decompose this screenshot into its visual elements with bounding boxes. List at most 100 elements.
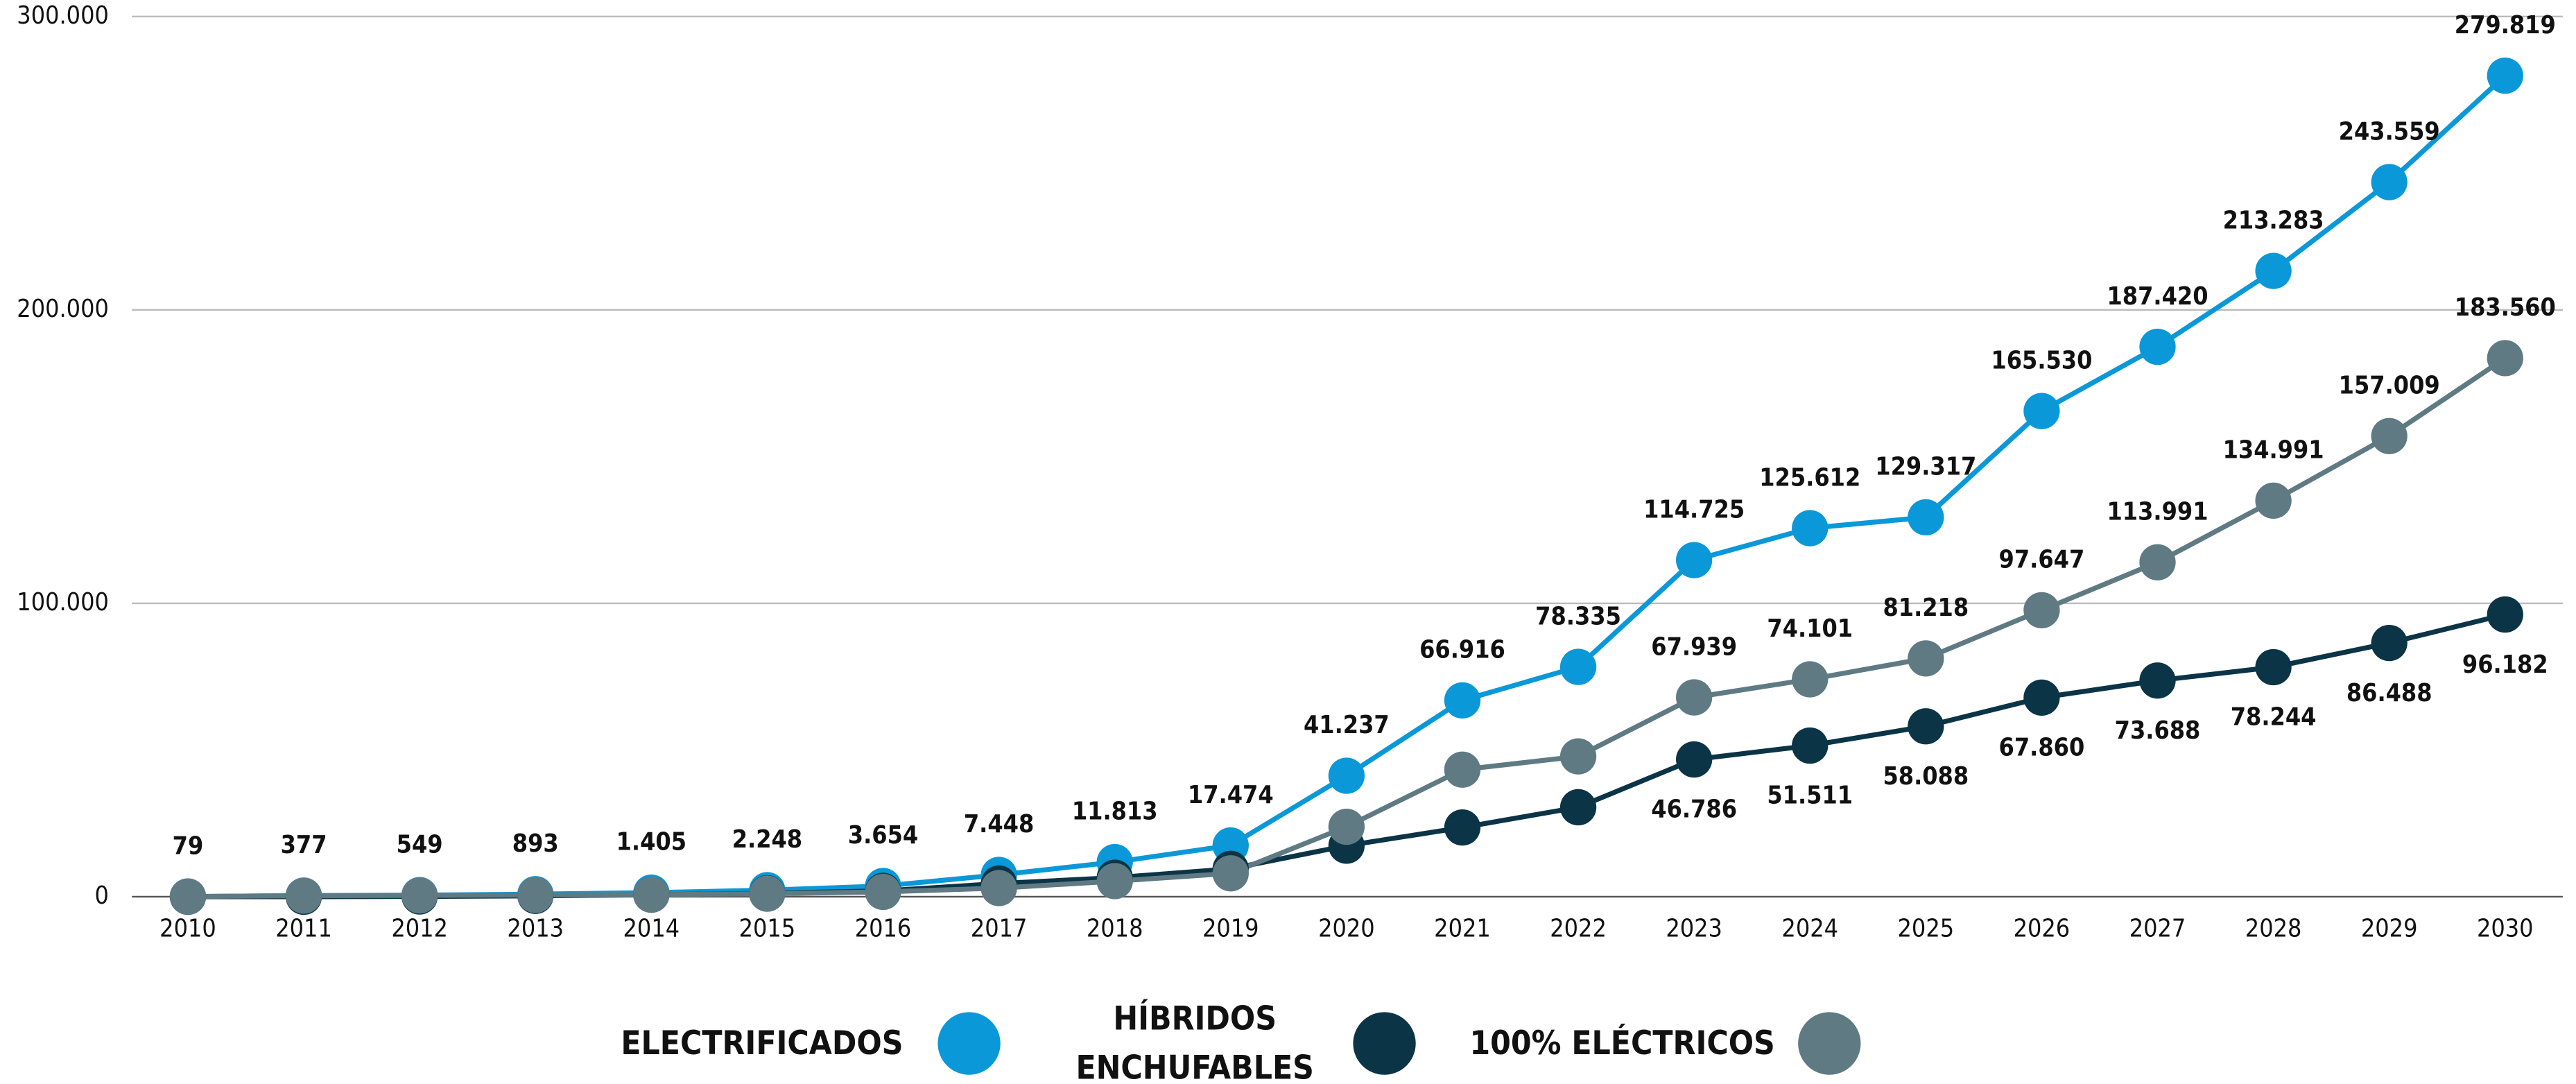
data-point (1908, 640, 1944, 677)
data-label: 11.813 (1072, 798, 1158, 826)
data-point (633, 876, 670, 913)
data-point (517, 877, 554, 913)
x-tick-label: 2030 (2477, 915, 2534, 943)
data-label: 1.405 (616, 828, 686, 857)
y-tick-label: 300.000 (17, 1, 109, 30)
data-label: 213.283 (2223, 206, 2324, 234)
data-label: 114.725 (1643, 495, 1745, 524)
legend-label: 100% ELÉCTRICOS (1469, 1023, 1774, 1063)
data-point (1676, 542, 1713, 578)
x-tick-label: 2014 (623, 915, 680, 943)
data-point (2023, 393, 2060, 429)
data-point (1559, 648, 1597, 685)
x-tick-label: 2026 (2014, 915, 2071, 943)
data-point (2139, 328, 2176, 365)
x-tick-label: 2015 (739, 915, 796, 943)
x-tick-label: 2020 (1318, 915, 1375, 943)
data-label: 187.420 (2107, 282, 2208, 311)
legend-swatch (1798, 1012, 1861, 1075)
data-point (1908, 708, 1944, 745)
data-point (1559, 789, 1597, 826)
data-label: 96.182 (2462, 651, 2548, 679)
data-point (1444, 809, 1481, 846)
data-point (2255, 252, 2292, 289)
data-label: 3.654 (848, 821, 918, 850)
data-point (285, 877, 322, 914)
data-point (169, 878, 207, 915)
data-label: 893 (512, 829, 559, 858)
x-tick-label: 2010 (159, 915, 216, 943)
data-label: 17.474 (1188, 781, 1274, 809)
x-tick-label: 2024 (1781, 915, 1838, 943)
data-point (2139, 544, 2176, 580)
x-tick-label: 2018 (1087, 915, 1143, 943)
data-point (2487, 596, 2523, 633)
data-point (1096, 863, 1133, 900)
data-label: 86.488 (2346, 679, 2432, 707)
data-label: 51.511 (1767, 782, 1853, 810)
legend-swatch (1353, 1012, 1416, 1075)
data-label: 66.916 (1419, 636, 1505, 664)
data-label: 58.088 (1883, 762, 1969, 791)
data-point (1792, 661, 1829, 698)
x-tick-label: 2016 (855, 915, 912, 943)
legend-swatch (937, 1012, 1001, 1075)
data-label: 81.218 (1883, 594, 1969, 622)
data-label: 113.991 (2107, 497, 2208, 526)
data-point (1792, 727, 1829, 764)
data-label: 125.612 (1759, 463, 1860, 492)
x-tick-label: 2028 (2245, 915, 2302, 943)
data-point (2487, 58, 2523, 94)
data-point (401, 877, 438, 914)
data-point (1444, 682, 1481, 719)
x-tick-label: 2027 (2129, 915, 2186, 943)
data-label: 2.248 (732, 825, 802, 854)
x-tick-label: 2019 (1202, 915, 1259, 943)
data-point (2023, 679, 2060, 716)
data-label: 67.939 (1651, 633, 1737, 661)
x-tick-label: 2022 (1550, 915, 1607, 943)
x-tick-label: 2023 (1666, 915, 1722, 943)
data-label: 74.101 (1767, 614, 1853, 643)
data-point (1559, 738, 1597, 775)
data-label: 134.991 (2223, 436, 2324, 465)
data-point (2371, 164, 2408, 200)
legend-label: ELECTRIFICADOS (621, 1024, 903, 1063)
data-point (1212, 855, 1249, 892)
data-label: 183.560 (2455, 293, 2556, 322)
data-label: 549 (397, 830, 443, 859)
data-label: 7.448 (964, 810, 1034, 838)
data-point (1328, 808, 1365, 845)
data-point (2371, 418, 2408, 454)
x-tick-label: 2029 (2361, 915, 2418, 943)
data-point (2371, 624, 2408, 662)
x-tick-label: 2013 (507, 915, 564, 943)
data-label: 78.335 (1535, 602, 1621, 630)
data-point (749, 875, 786, 912)
data-label: 79 (173, 832, 204, 860)
data-point (2255, 648, 2292, 686)
data-label: 73.688 (2115, 716, 2201, 745)
data-label: 243.559 (2339, 117, 2440, 146)
data-label: 97.647 (1999, 546, 2085, 574)
y-tick-label: 0 (94, 881, 108, 910)
data-label: 157.009 (2339, 371, 2440, 399)
data-point (2139, 662, 2176, 699)
data-point (1676, 679, 1713, 716)
data-point (865, 873, 901, 911)
x-tick-label: 2011 (275, 915, 332, 943)
data-point (2255, 482, 2292, 519)
legend-label: HÍBRIDOS ENCHUFABLES (1075, 998, 1313, 1084)
x-tick-label: 2017 (971, 915, 1028, 943)
data-point (1908, 499, 1944, 536)
data-point (980, 870, 1017, 906)
x-tick-label: 2021 (1434, 915, 1491, 943)
x-tick-label: 2012 (391, 915, 448, 943)
data-point (2023, 592, 2060, 629)
data-point (2487, 340, 2523, 377)
data-label: 279.819 (2455, 11, 2556, 40)
data-label: 78.244 (2231, 703, 2317, 732)
data-label: 129.317 (1875, 453, 1976, 481)
y-tick-label: 100.000 (17, 588, 109, 617)
